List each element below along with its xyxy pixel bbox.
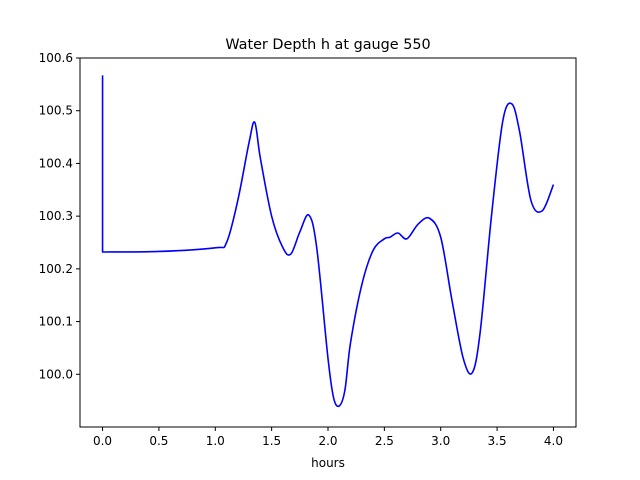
x-tick-label: 2.0 xyxy=(318,434,337,448)
y-tick-label: 100.3 xyxy=(39,209,73,223)
x-tick-label: 3.5 xyxy=(488,434,507,448)
y-tick-label: 100.2 xyxy=(39,262,73,276)
x-axis-label: hours xyxy=(311,456,345,470)
y-tick-label: 100.4 xyxy=(39,156,73,170)
plot-area xyxy=(101,75,555,408)
x-tick-label: 4.0 xyxy=(544,434,563,448)
x-tick-label: 1.0 xyxy=(206,434,225,448)
y-axis: 100.0 100.1 100.2 100.3 100.4 100.5 100.6 xyxy=(39,51,80,381)
x-tick-label: 0.5 xyxy=(149,434,168,448)
series-line-0 xyxy=(101,75,555,408)
x-tick-label: 1.5 xyxy=(262,434,281,448)
y-tick-label: 100.0 xyxy=(39,367,73,381)
x-tick-label: 0.0 xyxy=(93,434,112,448)
x-tick-label: 3.0 xyxy=(431,434,450,448)
x-axis: 0.0 0.5 1.0 1.5 2.0 2.5 3.0 3.5 4.0 xyxy=(93,427,563,448)
y-tick-label: 100.6 xyxy=(39,51,73,65)
chart-title: Water Depth h at gauge 550 xyxy=(225,37,430,53)
y-tick-label: 100.1 xyxy=(39,315,73,329)
y-tick-label: 100.5 xyxy=(39,104,73,118)
x-tick-label: 2.5 xyxy=(375,434,394,448)
